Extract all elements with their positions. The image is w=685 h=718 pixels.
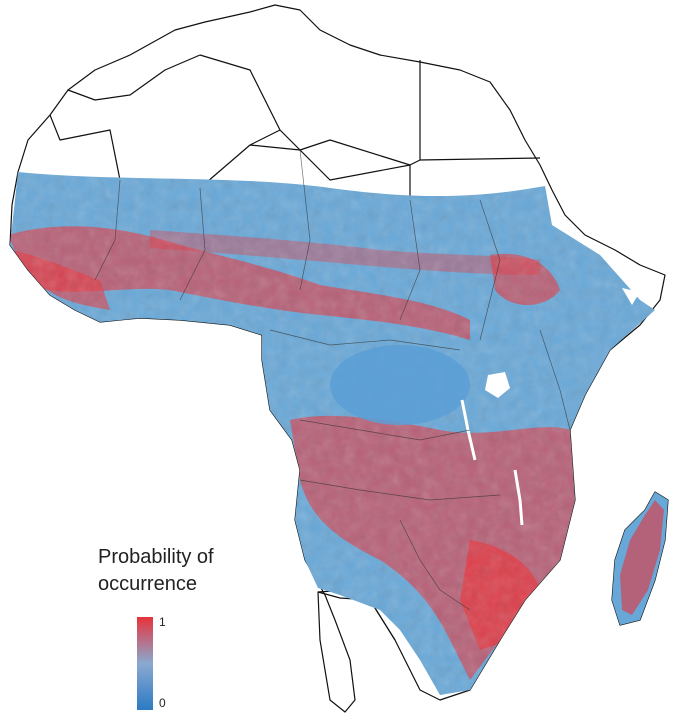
border-line-10 xyxy=(539,329,571,431)
legend-title-line2: occurrence xyxy=(98,573,197,595)
legend-min-label: 0 xyxy=(159,696,166,710)
border-line-5 xyxy=(479,199,501,341)
border-mauritania xyxy=(49,114,121,181)
border-line-8 xyxy=(299,479,501,501)
lake-malawi xyxy=(513,469,524,526)
border-line-6 xyxy=(269,329,461,351)
legend-title-line1: Probability of xyxy=(98,546,214,568)
legend-max-label: 1 xyxy=(159,615,166,629)
border-line-9 xyxy=(399,519,471,611)
lake-victoria xyxy=(485,372,510,398)
legend-title: Probability of occurrence xyxy=(98,544,258,598)
madagascar-high-probability xyxy=(620,500,664,615)
border-morocco xyxy=(67,54,201,101)
border-algeria xyxy=(199,54,301,151)
lake-tanganyika xyxy=(460,399,477,461)
legend-color-bar xyxy=(137,617,153,710)
border-line-1 xyxy=(94,179,121,281)
border-niger-chad xyxy=(249,144,411,200)
border-egypt-sudan xyxy=(419,157,541,161)
border-line-4 xyxy=(399,199,421,321)
congo-basin-low-core xyxy=(330,345,470,425)
horn-gap xyxy=(622,288,640,305)
border-line-3 xyxy=(299,149,311,291)
border-line-7 xyxy=(299,419,471,441)
internal-borders xyxy=(94,149,571,611)
border-line-2 xyxy=(179,187,206,301)
